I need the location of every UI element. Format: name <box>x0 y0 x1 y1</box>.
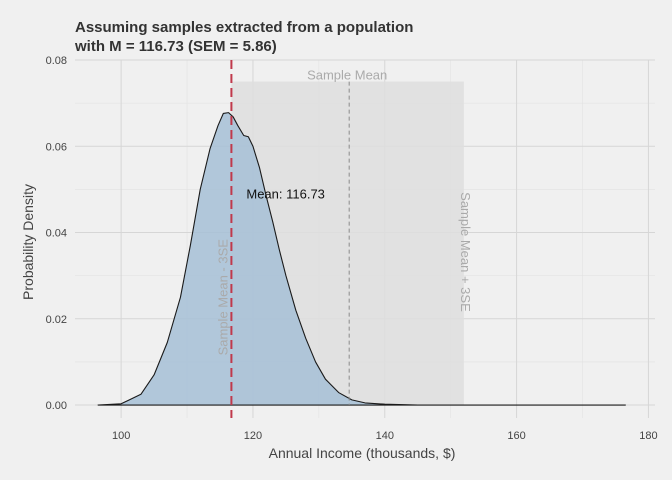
chart-title-line-1: Assuming samples extracted from a popula… <box>75 19 413 36</box>
y-tick-label: 0.02 <box>46 314 67 326</box>
mean-label: Mean: 116.73 <box>246 187 325 202</box>
x-axis-title: Annual Income (thousands, $) <box>269 445 456 461</box>
y-tick-labels: 0.00 0.02 0.04 0.06 0.08 <box>46 55 67 412</box>
x-tick-label: 160 <box>507 430 525 442</box>
sample-mean-minus-3se-label: Sample Mean - 3SE <box>215 239 230 356</box>
x-tick-label: 140 <box>376 430 394 442</box>
y-tick-label: 0.04 <box>46 228 67 240</box>
x-tick-label: 180 <box>639 430 657 442</box>
y-tick-label: 0.00 <box>46 400 67 412</box>
sample-mean-label: Sample Mean <box>307 68 387 83</box>
density-area <box>97 112 626 406</box>
y-axis-title: Probability Density <box>20 184 36 300</box>
x-tick-label: 100 <box>112 430 130 442</box>
x-tick-label: 120 <box>244 430 262 442</box>
chart-title-line-2: with M = 116.73 (SEM = 5.86) <box>74 38 277 55</box>
y-tick-label: 0.08 <box>46 55 67 67</box>
sample-mean-plus-3se-label: Sample Mean + 3SE <box>458 192 473 312</box>
y-tick-label: 0.06 <box>46 141 67 153</box>
x-tick-labels: 100 120 140 160 180 <box>112 430 658 442</box>
